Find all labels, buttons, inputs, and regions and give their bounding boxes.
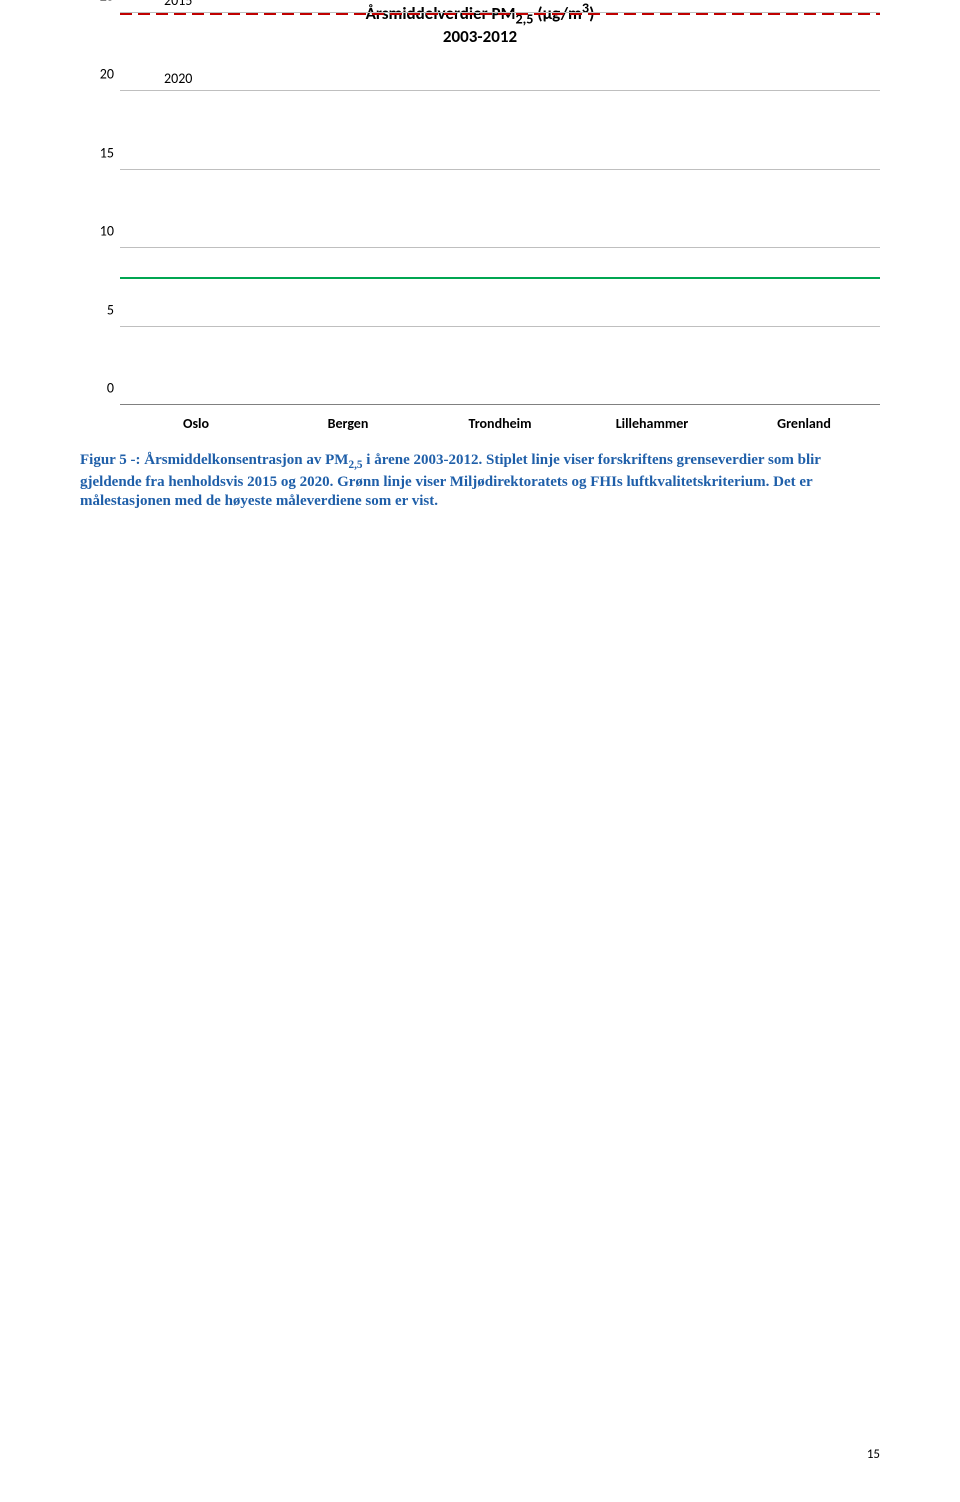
y-tick-label: 5 [84, 301, 114, 318]
x-category-label: Trondheim [424, 409, 576, 433]
gridline [120, 326, 880, 327]
figure-caption: Figur 5 -: Årsmiddelkonsentrasjon av PM2… [80, 451, 880, 512]
y-tick-label: 10 [84, 223, 114, 240]
x-category-label: Bergen [272, 409, 424, 433]
gridline [120, 90, 880, 91]
page-number: 15 [867, 1447, 880, 1462]
x-labels: OsloBergenTrondheimLillehammerGrenland [120, 409, 880, 433]
reference-line-label: 2015 [164, 0, 192, 9]
gridline [120, 247, 880, 248]
gridline [120, 169, 880, 170]
reference-line-label: 2020 [164, 70, 192, 87]
bar-groups [120, 13, 880, 405]
x-category-label: Lillehammer [576, 409, 728, 433]
plot-area: 051015202520152020 [120, 13, 880, 405]
y-tick-label: 0 [84, 379, 114, 396]
y-tick-label: 15 [84, 144, 114, 161]
reference-line [120, 277, 880, 279]
x-category-label: Grenland [728, 409, 880, 433]
bar-chart: 051015202520152020 OsloBergenTrondheimLi… [80, 13, 880, 433]
reference-line [120, 13, 880, 15]
y-tick-label: 20 [84, 66, 114, 83]
y-tick-label: 25 [84, 0, 114, 4]
x-category-label: Oslo [120, 409, 272, 433]
x-axis [120, 404, 880, 405]
